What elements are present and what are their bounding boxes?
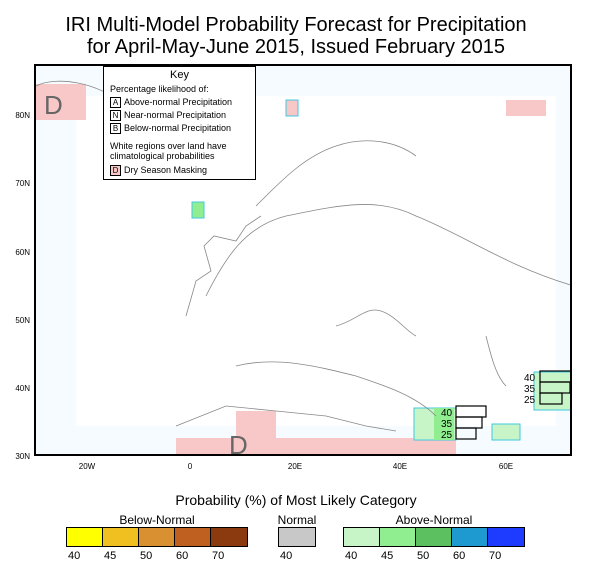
coastline-caspian [485,335,507,387]
normal-swatch-40 [279,528,315,546]
legend-above-label: Above-Normal [395,513,473,527]
lat-label-80n: 80N [15,111,30,120]
key-item-near: N Near-normal Precipitation [110,110,227,122]
legend-below-bar [66,527,248,547]
above-tick-45: 45 [381,550,394,562]
coastline-british-isles [185,215,262,317]
below-tick-45: 45 [104,550,117,562]
above-swatch-50 [416,528,452,546]
coastline-scandinavia [255,140,417,207]
key-label-above: Above-normal Precipitation [124,97,233,107]
above-normal-middle-east-strong [434,408,454,440]
key-label-dry: Dry Season Masking [124,165,208,175]
dry-mask-sahara [176,438,416,454]
key-subtitle: Percentage likelihood of: [110,84,209,94]
below-swatch-40 [67,528,103,546]
dry-mask-northwest [36,84,86,120]
lat-label-30n: 30N [15,452,30,461]
key-item-dry: D Dry Season Masking [110,165,208,177]
below-swatch-50 [139,528,175,546]
lon-label-60e: 60E [498,462,514,471]
below-tick-50: 50 [140,550,153,562]
key-letter-n: N [110,110,121,122]
dry-letter-northwest: D [44,90,63,120]
key-item-above: A Above-normal Precipitation [110,97,233,109]
above-swatch-70 [488,528,524,546]
above-swatch-60 [452,528,488,546]
above-tick-70: 70 [489,550,502,562]
bar-label-below-east: 25 [524,395,536,406]
key-label-below: Below-normal Precipitation [124,123,232,133]
lat-label-40n: 40N [15,384,30,393]
key-white-note-2: climatological probabilities [110,151,215,161]
lon-label-20e: 20E [287,462,303,471]
dry-letter-sahara: D [229,430,248,456]
bar-below-mid [455,427,477,440]
above-tick-60: 60 [453,550,466,562]
bar-label-below-mid: 25 [441,430,453,441]
dry-mask-northeast [506,100,546,116]
below-tick-60: 60 [176,550,189,562]
lon-label-0: 0 [187,462,193,471]
bar-label-above-east: 40 [524,373,536,384]
below-swatch-45 [103,528,139,546]
lat-label-50n: 50N [15,316,30,325]
below-tick-40: 40 [68,550,81,562]
above-tick-50: 50 [417,550,430,562]
key-letter-a: A [110,97,121,109]
dry-mask-north-africa [236,411,276,441]
coastline-black-sea [335,309,417,337]
above-swatch-45 [380,528,416,546]
bar-below-east [539,392,563,405]
legend-above-bar [343,527,525,547]
bar-label-near-east: 35 [524,384,536,395]
above-tick-40: 40 [345,550,358,562]
dry-mask-cell [285,99,299,117]
key-letter-b: B [110,123,121,135]
key-label-near: Near-normal Precipitation [124,110,227,120]
normal-tick-40: 40 [280,550,293,562]
coastline-europe [205,204,570,297]
title-line-1: IRI Multi-Model Probability Forecast for… [65,14,527,36]
below-swatch-60 [175,528,211,546]
tercile-bars-east: 40 35 25 [524,370,570,406]
key-title: Key [170,69,189,81]
above-swatch-40 [344,528,380,546]
coastline-mediterranean [235,361,437,417]
lon-label-20w: 20W [78,462,96,471]
below-tick-70: 70 [212,550,225,562]
below-swatch-70 [211,528,247,546]
legend-title: Probability (%) of Most Likely Category [175,492,417,508]
bar-label-near-mid: 35 [441,419,453,430]
key-item-below: B Below-normal Precipitation [110,123,232,135]
lat-label-70n: 70N [15,179,30,188]
legend-normal-label: Normal [277,513,317,527]
above-normal-cell-2 [491,423,521,441]
map-key: Key Percentage likelihood of: A Above-nor… [103,66,256,180]
bar-label-above-mid: 40 [441,408,453,419]
key-letter-d: D [110,165,121,177]
above-normal-cell [191,201,205,219]
coastline-north-africa [175,405,397,432]
legend-below-label: Below-Normal [119,513,195,527]
title-line-2: for April-May-June 2015, Issued February… [87,36,505,58]
key-white-note-1: White regions over land have [110,141,227,151]
legend-normal-bar [278,527,316,547]
tercile-bars-mid: 40 35 25 [441,405,487,441]
lon-label-40e: 40E [392,462,408,471]
lat-label-60n: 60N [15,248,30,257]
